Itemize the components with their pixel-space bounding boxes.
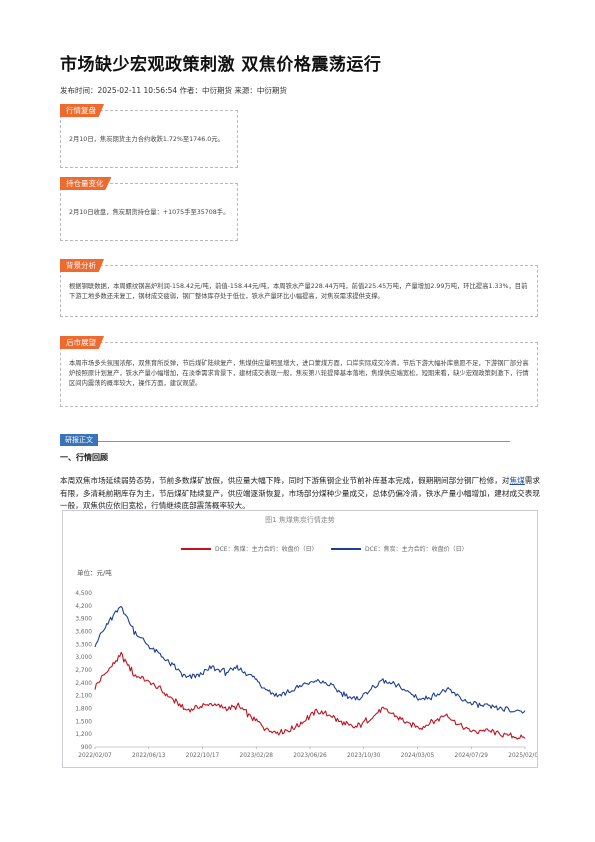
y-tick-label: 2,400 — [75, 681, 92, 687]
para-text-after: 需求有限，多清耗前期库存为主，节后煤矿陆续复产，供应端逐渐恢复，市场部分煤种少量… — [60, 476, 541, 510]
x-tick-label: 2023/02/28 — [240, 753, 274, 759]
y-axis-label: 单位：元/吨 — [77, 568, 112, 577]
box-tag: 持仓量变化 — [60, 177, 112, 190]
y-tick-label: 2,700 — [75, 668, 92, 674]
x-tick-label: 2023/06/26 — [293, 753, 327, 759]
y-tick-label: 1,200 — [75, 732, 92, 738]
y-tick-label: 2,100 — [75, 694, 92, 700]
x-tick-label: 2022/02/07 — [78, 753, 112, 759]
box-text: 2月10日，焦炭期货主力合约收跌1.72%至1746.0元。 — [69, 136, 224, 143]
x-tick-label: 2024/03/05 — [401, 753, 435, 759]
article-meta: 发布时间：2025-02-11 10:56:54 作者：中衍期货 来源：中衍期货 — [60, 86, 287, 95]
y-tick-label: 3,300 — [75, 642, 92, 648]
x-tick-label: 2024/07/29 — [455, 753, 489, 759]
legend-label: DCE：焦煤：主力合约：收盘价（日） — [215, 545, 318, 553]
series-line — [94, 651, 526, 740]
section-divider — [98, 441, 510, 442]
box-text: 2月10日收盘，焦炭期货持仓量：+1075手至35708手。 — [69, 209, 230, 216]
x-tick-label: 2025/02/07 — [508, 753, 537, 759]
price-chart: 单位：元/吨 900 1,200 1,500 1,800 2,100 2,400 2,700 3… — [75, 545, 537, 759]
summary-box-background: 背景分析 根据钢联数据，本周螺纹钢高炉利润-158.42元/吨，前值-158.4… — [60, 259, 538, 317]
section-heading: 一、行情回顾 — [60, 453, 108, 462]
chart-title: 图1 焦煤焦炭行情走势 — [265, 516, 335, 524]
y-tick-label: 1,500 — [75, 719, 92, 725]
box-tag: 背景分析 — [60, 259, 104, 272]
y-tick-label: 1,800 — [75, 707, 92, 713]
price-chart-frame: 图1 焦煤焦炭行情走势 单位：元/吨 900 1,200 1,500 1,800 2,10… — [62, 510, 538, 768]
y-tick-label: 4,500 — [75, 591, 92, 597]
summary-box-market-review: 行情复盘 2月10日，焦炭期货主力合约收跌1.72%至1746.0元。 — [60, 104, 238, 168]
y-tick-label: 900 — [81, 745, 92, 751]
coking-coal-link[interactable]: 焦煤 — [509, 476, 525, 485]
x-tick-label: 2022/10/17 — [186, 753, 220, 759]
box-tag: 后市展望 — [60, 336, 104, 349]
y-tick-label: 3,600 — [75, 630, 92, 636]
summary-box-outlook: 后市展望 本周市场多头氛围浓郁，双焦育所反弹，节后煤矿陆续复产，焦煤供应量明显增… — [60, 336, 538, 407]
body-paragraph: 本周双焦市场延续弱势态势，节前多数煤矿放假，供应量大幅下降，同时下游焦钢企业节前… — [60, 475, 540, 513]
x-tick-label: 2023/10/30 — [347, 753, 381, 759]
article-title: 市场缺少宏观政策刺激 双焦价格震荡运行 — [60, 55, 382, 75]
box-tag: 行情复盘 — [60, 104, 104, 117]
y-tick-label: 3,000 — [75, 655, 92, 661]
box-text: 根据钢联数据，本周螺纹钢高炉利润-158.42元/吨，前值-158.44元/吨，… — [69, 283, 528, 300]
legend-label: DCE：焦炭：主力合约：收盘价（日） — [365, 545, 468, 553]
summary-box-open-interest: 持仓量变化 2月10日收盘，焦炭期货持仓量：+1075手至35708手。 — [60, 177, 238, 241]
para-text-before: 本周双焦市场延续弱势态势，节前多数煤矿放假，供应量大幅下降，同时下游焦钢企业节前… — [60, 476, 510, 485]
x-tick-label: 2022/06/13 — [132, 753, 166, 759]
box-text: 本周市场多头氛围浓郁，双焦育所反弹，节后煤矿陆续复产，焦煤供应量明显增大，进口蒙… — [69, 360, 529, 387]
series-line — [94, 605, 526, 714]
y-tick-label: 4,200 — [75, 604, 92, 610]
section-tag: 研报正文 — [60, 434, 98, 446]
y-tick-label: 3,900 — [75, 617, 92, 623]
